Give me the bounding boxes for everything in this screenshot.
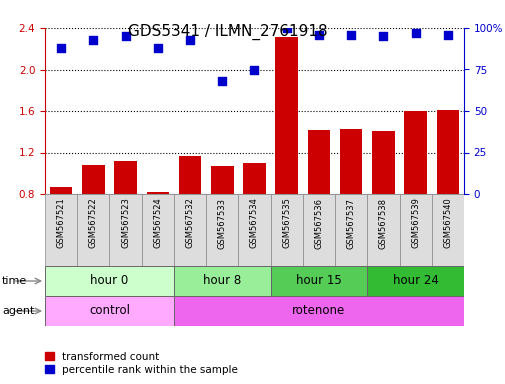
- Bar: [178, 156, 201, 194]
- Bar: [367, 266, 463, 296]
- Bar: [45, 194, 77, 266]
- Bar: [211, 166, 233, 194]
- Bar: [307, 130, 330, 194]
- Point: [346, 31, 355, 38]
- Text: GSM567524: GSM567524: [153, 198, 162, 248]
- Point: [314, 31, 322, 38]
- Point: [411, 30, 419, 36]
- Text: agent: agent: [2, 306, 34, 316]
- Text: GSM567540: GSM567540: [442, 198, 451, 248]
- Point: [218, 78, 226, 84]
- Point: [89, 36, 97, 43]
- Bar: [275, 37, 297, 194]
- Point: [443, 31, 451, 38]
- Text: GSM567536: GSM567536: [314, 198, 323, 248]
- Bar: [399, 194, 431, 266]
- Bar: [109, 194, 141, 266]
- Text: GSM567533: GSM567533: [217, 198, 226, 248]
- Text: GSM567538: GSM567538: [378, 198, 387, 248]
- Bar: [431, 194, 463, 266]
- Bar: [77, 194, 109, 266]
- Text: GSM567521: GSM567521: [57, 198, 66, 248]
- Bar: [403, 111, 426, 194]
- Bar: [238, 194, 270, 266]
- Text: time: time: [2, 276, 27, 286]
- Legend: transformed count, percentile rank within the sample: transformed count, percentile rank withi…: [45, 352, 237, 375]
- Text: GSM567534: GSM567534: [249, 198, 259, 248]
- Point: [57, 45, 65, 51]
- Point: [282, 25, 290, 31]
- Bar: [371, 131, 394, 194]
- Text: GDS5341 / ILMN_2761918: GDS5341 / ILMN_2761918: [128, 24, 327, 40]
- Bar: [174, 266, 270, 296]
- Text: hour 15: hour 15: [295, 275, 341, 288]
- Bar: [114, 161, 136, 194]
- Text: GSM567537: GSM567537: [346, 198, 355, 248]
- Bar: [146, 192, 169, 194]
- Point: [379, 33, 387, 40]
- Bar: [334, 194, 367, 266]
- Text: rotenone: rotenone: [292, 305, 345, 318]
- Bar: [270, 194, 302, 266]
- Point: [250, 66, 258, 73]
- Bar: [82, 165, 105, 194]
- Bar: [436, 110, 458, 194]
- Text: hour 24: hour 24: [392, 275, 438, 288]
- Point: [121, 33, 129, 40]
- Text: control: control: [89, 305, 130, 318]
- Text: hour 0: hour 0: [90, 275, 128, 288]
- Bar: [174, 296, 463, 326]
- Bar: [270, 266, 367, 296]
- Bar: [367, 194, 399, 266]
- Bar: [174, 194, 206, 266]
- Text: GSM567539: GSM567539: [411, 198, 419, 248]
- Bar: [45, 296, 174, 326]
- Bar: [49, 187, 72, 194]
- Point: [186, 36, 194, 43]
- Text: GSM567535: GSM567535: [282, 198, 291, 248]
- Text: GSM567532: GSM567532: [185, 198, 194, 248]
- Text: hour 8: hour 8: [203, 275, 241, 288]
- Text: GSM567523: GSM567523: [121, 198, 130, 248]
- Bar: [45, 266, 174, 296]
- Text: GSM567522: GSM567522: [89, 198, 97, 248]
- Bar: [302, 194, 334, 266]
- Bar: [141, 194, 174, 266]
- Bar: [339, 129, 362, 194]
- Bar: [243, 163, 265, 194]
- Bar: [206, 194, 238, 266]
- Point: [154, 45, 162, 51]
